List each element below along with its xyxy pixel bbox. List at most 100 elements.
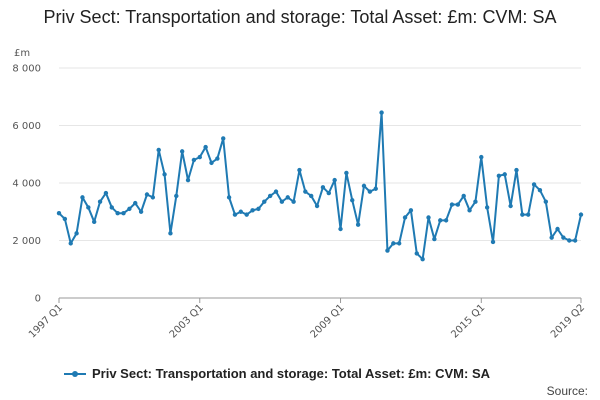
data-point[interactable]	[555, 226, 560, 232]
data-point[interactable]	[326, 190, 331, 196]
data-point[interactable]	[144, 192, 150, 197]
data-point[interactable]	[350, 198, 355, 203]
data-point[interactable]	[379, 110, 384, 115]
data-point[interactable]	[238, 209, 244, 214]
data-point[interactable]	[572, 238, 578, 243]
data-point[interactable]	[297, 167, 302, 173]
y-tick-label: 2 000	[12, 236, 41, 247]
data-point[interactable]	[473, 199, 478, 204]
data-point[interactable]	[508, 203, 513, 209]
data-point[interactable]	[127, 206, 132, 212]
data-point[interactable]	[185, 177, 191, 183]
data-point[interactable]	[396, 241, 402, 246]
data-point[interactable]	[449, 202, 455, 207]
data-point[interactable]	[68, 241, 73, 246]
data-point[interactable]	[121, 210, 126, 216]
data-point[interactable]	[549, 235, 554, 240]
y-tick-label: 0	[35, 294, 41, 305]
data-point[interactable]	[526, 212, 531, 217]
data-point[interactable]	[520, 212, 525, 217]
data-point[interactable]	[402, 215, 408, 220]
data-point[interactable]	[344, 170, 349, 176]
data-point[interactable]	[391, 241, 396, 246]
data-point[interactable]	[215, 156, 220, 161]
data-point[interactable]	[432, 236, 437, 242]
data-point[interactable]	[80, 195, 85, 200]
x-tick-label: 2009 Q1	[309, 302, 347, 340]
data-point[interactable]	[156, 147, 161, 153]
data-point[interactable]	[203, 144, 208, 150]
data-point[interactable]	[291, 199, 296, 204]
data-point[interactable]	[426, 215, 431, 220]
data-point[interactable]	[267, 193, 273, 199]
data-point[interactable]	[414, 251, 419, 256]
data-point[interactable]	[273, 189, 279, 194]
data-point[interactable]	[168, 231, 173, 236]
data-point[interactable]	[455, 202, 461, 207]
data-point[interactable]	[244, 212, 249, 217]
data-point[interactable]	[561, 235, 566, 240]
data-point[interactable]	[514, 167, 519, 173]
data-point[interactable]	[578, 212, 584, 217]
data-point[interactable]	[221, 136, 226, 141]
data-point[interactable]	[97, 199, 103, 204]
data-point[interactable]	[303, 189, 308, 194]
data-point[interactable]	[133, 200, 138, 206]
data-point[interactable]	[179, 149, 185, 154]
data-point[interactable]	[420, 256, 425, 262]
data-point[interactable]	[232, 212, 238, 217]
data-point[interactable]	[496, 173, 502, 179]
data-point[interactable]	[74, 231, 79, 236]
data-point[interactable]	[256, 206, 261, 212]
data-point[interactable]	[537, 187, 543, 193]
data-point[interactable]	[484, 205, 490, 210]
data-point[interactable]	[314, 203, 320, 209]
data-point[interactable]	[262, 199, 267, 204]
data-point[interactable]	[285, 195, 290, 200]
data-point[interactable]	[320, 185, 326, 190]
data-point[interactable]	[62, 216, 68, 222]
data-point[interactable]	[355, 222, 361, 227]
data-point[interactable]	[467, 208, 472, 213]
series-layer	[56, 110, 584, 262]
data-point[interactable]	[309, 193, 314, 199]
data-point[interactable]	[385, 248, 390, 253]
legend-swatch-icon	[64, 369, 86, 379]
data-point[interactable]	[86, 205, 91, 210]
data-point[interactable]	[162, 172, 167, 177]
data-point[interactable]	[174, 193, 179, 199]
data-point[interactable]	[150, 195, 156, 200]
data-point[interactable]	[361, 183, 367, 189]
data-point[interactable]	[438, 218, 443, 223]
data-point[interactable]	[367, 189, 373, 194]
data-point[interactable]	[543, 199, 549, 204]
data-point[interactable]	[279, 199, 285, 204]
data-point[interactable]	[115, 210, 120, 216]
data-point[interactable]	[461, 193, 466, 199]
data-point[interactable]	[567, 238, 572, 243]
data-point[interactable]	[138, 209, 144, 214]
data-point[interactable]	[408, 208, 414, 213]
y-axis-unit-label: £m	[14, 48, 30, 59]
data-point[interactable]	[197, 154, 202, 160]
data-point[interactable]	[250, 208, 255, 213]
data-point[interactable]	[109, 205, 114, 210]
legend[interactable]: Priv Sect: Transportation and storage: T…	[64, 366, 490, 381]
data-point[interactable]	[490, 239, 496, 245]
data-point[interactable]	[91, 219, 97, 225]
data-point[interactable]	[338, 226, 343, 232]
data-point[interactable]	[373, 186, 378, 191]
grid-lines	[59, 67, 581, 241]
data-point[interactable]	[226, 195, 232, 200]
data-point[interactable]	[502, 172, 507, 177]
data-point[interactable]	[332, 177, 337, 183]
data-point[interactable]	[191, 157, 197, 163]
data-point[interactable]	[531, 182, 537, 187]
data-point[interactable]	[103, 190, 109, 196]
data-point[interactable]	[209, 160, 214, 166]
data-point[interactable]	[443, 218, 449, 223]
data-point[interactable]	[56, 210, 62, 216]
x-tick-label: 2019 Q2	[549, 302, 587, 340]
axes: 0 2 000 4 000 6 000 8 000 £m 1997 Q1 2003 Q1 200…	[12, 48, 587, 340]
data-point[interactable]	[479, 154, 484, 160]
